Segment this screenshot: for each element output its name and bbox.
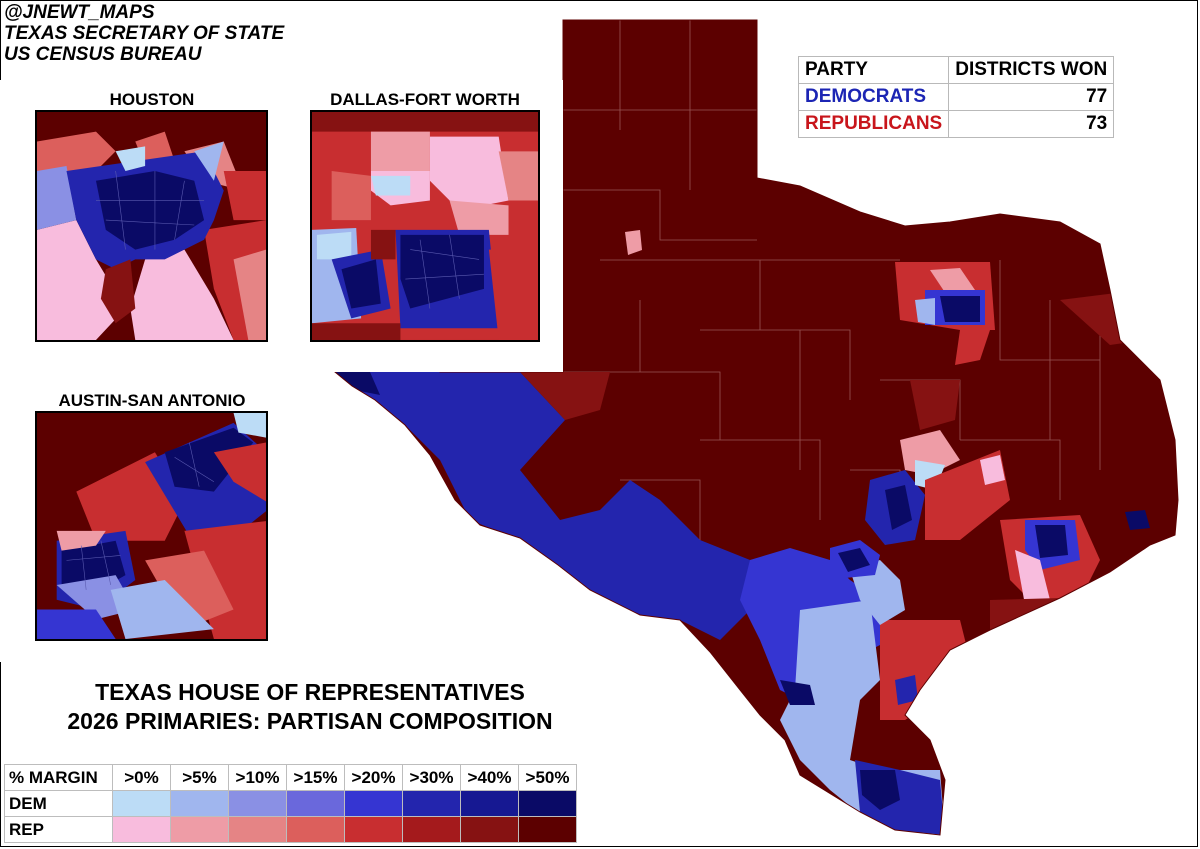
dem-50-houston (1035, 525, 1068, 558)
legend-rep-swatch (402, 816, 461, 843)
houston-map (37, 112, 266, 340)
summary-header-party: PARTY (797, 56, 950, 84)
legend-dem-swatch (228, 790, 287, 817)
dem-50-dfw (940, 296, 980, 322)
inset-title-austin-sa: AUSTIN-SAN ANTONIO (58, 391, 246, 410)
inset-austin-sa (35, 411, 268, 641)
legend-dem-swatch (112, 790, 171, 817)
legend-dem-swatch (460, 790, 519, 817)
inset-houston (35, 110, 268, 342)
legend-dem-swatch (170, 790, 229, 817)
rep-20-corpus (880, 620, 970, 720)
dem-50-laredo (780, 680, 815, 705)
legend-dem-swatch (286, 790, 345, 817)
legend-bin: >40% (460, 764, 519, 791)
legend-bin: >50% (518, 764, 577, 791)
texas-outline (334, 19, 1179, 836)
legend-bin: >20% (344, 764, 403, 791)
dem-50-rgv (860, 770, 900, 810)
legend-dem-swatch (518, 790, 577, 817)
dem-30-corpus (895, 675, 918, 705)
dem-50-elpaso (335, 372, 380, 395)
rep-40-west (520, 372, 610, 420)
dem-30-west (335, 368, 760, 640)
dfw-map (312, 112, 538, 340)
credit-source-census: US CENSUS BUREAU (4, 44, 202, 65)
map-title-line1: TEXAS HOUSE OF REPRESENTATIVES (95, 679, 525, 705)
rep-20-ellis (955, 330, 990, 365)
legend-corner: % MARGIN (4, 764, 113, 791)
legend-rep-swatch (460, 816, 519, 843)
legend-rep-swatch (286, 816, 345, 843)
legend-rep-label: REP (4, 816, 113, 843)
summary-row-rep: REPUBLICANS 73 (797, 110, 1115, 138)
summary-party-dem: DEMOCRATS (797, 83, 950, 111)
summary-party-rep: REPUBLICANS (797, 110, 950, 138)
rep-40-central (910, 380, 960, 430)
rep-0-brazos (980, 455, 1005, 485)
dem-5-sa-south (850, 560, 905, 625)
legend-rep-swatch (228, 816, 287, 843)
legend-bin: >30% (402, 764, 461, 791)
legend-rep-swatch (518, 816, 577, 843)
austin-sa-map (37, 413, 266, 639)
legend-dem-swatch (344, 790, 403, 817)
summary-won-dem: 77 (948, 83, 1115, 111)
legend-bin: >5% (170, 764, 229, 791)
dem-5-fortworth (915, 298, 935, 325)
legend-rep-row: REP (4, 816, 577, 843)
summary-header-row: PARTY DISTRICTS WON (797, 56, 1115, 84)
summary-header-won: DISTRICTS WON (948, 56, 1115, 84)
legend-bin: >10% (228, 764, 287, 791)
map-title: TEXAS HOUSE OF REPRESENTATIVES 2026 PRIM… (30, 678, 590, 736)
legend-bin: >15% (286, 764, 345, 791)
legend-dem-swatch (402, 790, 461, 817)
credits: @JNEWT_MAPS TEXAS SECRETARY OF STATE US … (4, 2, 284, 65)
legend-dem-row: DEM (4, 790, 577, 817)
map-title-line2: 2026 PRIMARIES: PARTISAN COMPOSITION (67, 708, 553, 734)
legend-header-row: % MARGIN >0% >5% >10% >15% >20% >30% >40… (4, 764, 577, 791)
credit-author: @JNEWT_MAPS (4, 2, 155, 23)
inset-dfw (310, 110, 540, 342)
inset-title-dfw: DALLAS-FORT WORTH (330, 90, 520, 109)
summary-row-dem: DEMOCRATS 77 (797, 83, 1115, 111)
credit-source-sos: TEXAS SECRETARY OF STATE (4, 23, 285, 44)
inset-title-houston: HOUSTON (109, 90, 195, 109)
legend-dem-label: DEM (4, 790, 113, 817)
margin-legend: % MARGIN >0% >5% >10% >15% >20% >30% >40… (4, 764, 577, 843)
summary-table: PARTY DISTRICTS WON DEMOCRATS 77 REPUBLI… (797, 56, 1115, 138)
legend-rep-swatch (112, 816, 171, 843)
summary-won-rep: 73 (948, 110, 1115, 138)
rep-5-lubbock (625, 230, 642, 255)
legend-rep-swatch (344, 816, 403, 843)
dem-50-beaumont (1125, 510, 1150, 530)
dem-50-austin (885, 485, 912, 530)
dem-50-sa (838, 548, 870, 572)
legend-bin: >0% (112, 764, 171, 791)
legend-rep-swatch (170, 816, 229, 843)
rep-0-fortbend (1015, 550, 1050, 605)
